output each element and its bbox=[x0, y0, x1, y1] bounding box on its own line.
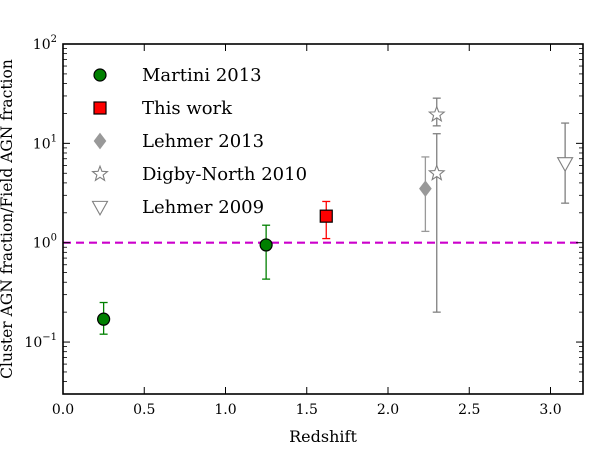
data-point bbox=[319, 209, 333, 223]
x-tick-label: 0.5 bbox=[133, 402, 155, 418]
x-tick-label: 2.0 bbox=[377, 402, 399, 418]
series-lehmer-2009 bbox=[556, 122, 574, 204]
series-this-work bbox=[319, 200, 333, 240]
x-axis-label: Redshift bbox=[289, 427, 357, 446]
data-point bbox=[259, 238, 273, 252]
legend-label-this-work: This work bbox=[142, 98, 233, 119]
legend: Martini 2013 This work Lehmer 2013 Digby-No… bbox=[91, 65, 307, 218]
legend-label-martini-2013: Martini 2013 bbox=[142, 65, 262, 86]
ticks-layer: 0.0 0.5 1.0 1.5 2.0 2.5 3.0 10−1 100 101 102 bbox=[24, 34, 583, 418]
legend-label-lehmer-2013: Lehmer 2013 bbox=[142, 131, 264, 152]
legend-marker-this-work bbox=[93, 101, 107, 115]
series-lehmer-2013 bbox=[419, 156, 432, 233]
x-tick-label: 3.0 bbox=[539, 402, 561, 418]
data-point bbox=[427, 163, 446, 181]
data-point bbox=[419, 180, 432, 197]
y-tick-label: 10−1 bbox=[24, 332, 57, 351]
y-tick-label: 102 bbox=[33, 34, 57, 53]
x-tick-label: 1.5 bbox=[296, 402, 318, 418]
x-tick-label: 1.0 bbox=[214, 402, 236, 418]
marks-layer bbox=[63, 97, 583, 335]
legend-label-digby-north-2010: Digby-North 2010 bbox=[142, 164, 307, 185]
data-point bbox=[556, 157, 574, 173]
legend-marker-lehmer-2009 bbox=[91, 200, 109, 217]
data-point bbox=[427, 105, 446, 123]
series-digby-north-2010 bbox=[427, 97, 446, 313]
legend-marker-digby-north-2010 bbox=[91, 164, 109, 182]
y-tick-label: 101 bbox=[33, 133, 57, 152]
y-tick-label: 100 bbox=[33, 233, 57, 252]
x-tick-label: 2.5 bbox=[458, 402, 480, 418]
series-martini-2013 bbox=[97, 224, 273, 335]
y-axis-label: Cluster AGN fraction/Field AGN fraction bbox=[0, 59, 16, 379]
data-point bbox=[97, 312, 111, 326]
legend-label-lehmer-2009: Lehmer 2009 bbox=[142, 197, 264, 218]
legend-marker-martini-2013 bbox=[93, 68, 107, 82]
legend-marker-lehmer-2013 bbox=[93, 132, 107, 150]
x-tick-label: 0.0 bbox=[52, 402, 74, 418]
plot-frame bbox=[62, 43, 584, 395]
